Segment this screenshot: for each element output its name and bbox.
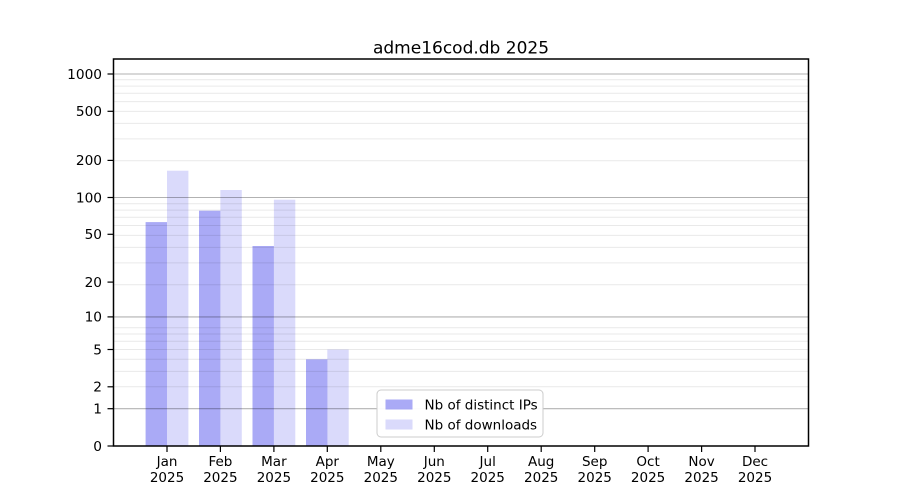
x-tick-label-year: 2025 xyxy=(417,470,451,486)
bar-jan-distinct-ips xyxy=(145,222,167,446)
y-tick-label: 200 xyxy=(76,153,102,169)
x-tick-label-month: Oct xyxy=(636,454,659,470)
y-tick-label: 500 xyxy=(76,104,102,120)
bar-mar-distinct-ips xyxy=(252,246,274,446)
legend-swatch-distinct-ips xyxy=(385,399,413,410)
legend-swatch-downloads xyxy=(385,419,413,430)
x-tick-label-month: Jan xyxy=(156,454,178,470)
x-tick-label-month: Aug xyxy=(528,454,554,470)
bar-jan-downloads xyxy=(167,170,189,446)
plot-border xyxy=(112,58,810,447)
bar-apr-downloads xyxy=(327,349,349,446)
x-tick-label-month: Jun xyxy=(423,454,445,470)
bar-feb-downloads xyxy=(220,190,242,446)
x-tick-label-month: Feb xyxy=(208,454,232,470)
legend-label-downloads: Nb of downloads xyxy=(425,418,538,434)
legend-box xyxy=(376,389,544,438)
x-tick-label-month: Sep xyxy=(582,454,607,470)
y-tick-label: 2 xyxy=(93,380,102,396)
x-tick-label-year: 2025 xyxy=(471,470,505,486)
x-tick-label-month: Apr xyxy=(316,454,340,470)
y-tick-label: 20 xyxy=(85,275,102,291)
x-tick-label-year: 2025 xyxy=(364,470,398,486)
y-tick-label: 50 xyxy=(85,227,102,243)
y-tick-label: 100 xyxy=(76,190,102,206)
x-tick-label-month: May xyxy=(367,454,395,470)
legend-label-distinct-ips: Nb of distinct IPs xyxy=(425,398,538,414)
x-tick-label-year: 2025 xyxy=(310,470,344,486)
x-tick-label-year: 2025 xyxy=(631,470,665,486)
y-tick-label: 5 xyxy=(93,342,102,358)
x-tick-label-month: Mar xyxy=(261,454,287,470)
x-tick-label-month: Jul xyxy=(479,454,496,470)
y-tick-label: 0 xyxy=(93,439,102,455)
bar-apr-distinct-ips xyxy=(306,359,328,446)
x-tick-label-year: 2025 xyxy=(524,470,558,486)
y-tick-label: 10 xyxy=(85,310,102,326)
chart-title: adme16cod.db 2025 xyxy=(373,39,549,59)
bar-mar-downloads xyxy=(273,199,296,446)
legend: Nb of distinct IPs Nb of downloads xyxy=(376,389,544,438)
x-tick-label-year: 2025 xyxy=(203,470,237,486)
x-tick-label-month: Dec xyxy=(742,454,768,470)
x-tick-label-month: Nov xyxy=(688,454,714,470)
y-tick-label: 1000 xyxy=(67,67,102,83)
x-tick-label-year: 2025 xyxy=(684,470,718,486)
bar-feb-distinct-ips xyxy=(199,210,221,446)
x-tick-label-year: 2025 xyxy=(150,470,184,486)
x-tick-label-year: 2025 xyxy=(257,470,291,486)
x-tick-label-year: 2025 xyxy=(578,470,612,486)
x-tick-label-year: 2025 xyxy=(738,470,772,486)
y-tick-label: 1 xyxy=(93,402,102,418)
